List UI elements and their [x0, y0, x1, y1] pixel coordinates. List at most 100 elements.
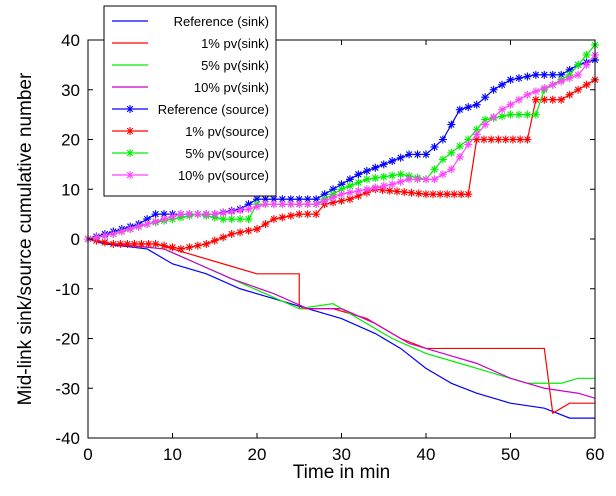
- series-marker: [210, 210, 219, 219]
- series-marker: [354, 191, 363, 200]
- series-marker: [430, 142, 439, 151]
- series-marker: [464, 190, 473, 199]
- series-marker: [244, 226, 253, 235]
- legend-item-6: 5% pv(source): [112, 146, 269, 161]
- legend-marker: [126, 149, 134, 157]
- series-marker: [219, 233, 228, 242]
- series-marker: [286, 195, 295, 204]
- series-marker: [202, 239, 211, 248]
- y-tick-label: -10: [55, 280, 80, 299]
- legend-item-5: 1% pv(source): [112, 124, 269, 139]
- y-tick-label: 0: [71, 230, 80, 249]
- series-marker: [501, 135, 510, 144]
- series-marker: [261, 200, 270, 209]
- series-marker: [227, 207, 236, 216]
- series-marker: [303, 195, 312, 204]
- series-marker: [354, 178, 363, 187]
- series-marker: [472, 130, 481, 139]
- series-marker: [540, 95, 549, 104]
- y-tick-label: 20: [61, 131, 80, 150]
- series-marker: [438, 170, 447, 179]
- x-tick-label: 50: [501, 445, 520, 464]
- series-marker: [320, 190, 329, 199]
- series-marker: [385, 186, 394, 195]
- series-line: [87, 238, 596, 399]
- x-axis-title: Time in min: [293, 462, 390, 483]
- series-marker: [557, 95, 566, 104]
- series-marker: [388, 157, 397, 166]
- y-tick-label: -20: [55, 330, 80, 349]
- series-marker: [582, 60, 591, 69]
- series-marker: [160, 210, 169, 219]
- series-marker: [176, 244, 185, 253]
- series-marker: [548, 70, 557, 79]
- series-marker: [130, 239, 139, 248]
- legend-item-0: Reference (sink): [112, 14, 269, 29]
- series-marker: [523, 135, 532, 144]
- series-marker: [405, 150, 414, 159]
- series-marker: [337, 180, 346, 189]
- series-marker: [176, 210, 185, 219]
- series-marker: [227, 215, 236, 224]
- series-marker: [548, 95, 557, 104]
- series-marker: [345, 175, 354, 184]
- series-marker: [269, 215, 278, 224]
- y-tick-label: 30: [61, 81, 80, 100]
- series-marker: [362, 175, 371, 184]
- series-marker: [329, 198, 338, 207]
- series-marker: [574, 60, 583, 69]
- series-marker: [506, 100, 515, 109]
- series-marker: [379, 160, 388, 169]
- series-marker: [472, 100, 481, 109]
- series-marker: [457, 190, 466, 199]
- series-marker: [345, 188, 354, 197]
- series-marker: [160, 241, 169, 250]
- series-marker: [447, 120, 456, 129]
- y-axis-title: Mid-link sink/source cumulative number: [15, 72, 36, 405]
- series-marker: [278, 200, 287, 209]
- x-tick-label: 60: [586, 445, 605, 464]
- series-marker: [151, 239, 160, 248]
- series-marker: [438, 155, 447, 164]
- series-marker: [506, 75, 515, 84]
- series-marker: [269, 195, 278, 204]
- legend-label: 10% pv(source): [178, 168, 269, 183]
- series-marker: [393, 187, 402, 196]
- series-marker: [362, 185, 371, 194]
- series-marker: [557, 77, 566, 86]
- series-marker: [219, 215, 228, 224]
- series-marker: [396, 177, 405, 186]
- series-marker: [134, 222, 143, 231]
- series-marker: [489, 113, 498, 122]
- series-marker: [450, 190, 459, 199]
- series-marker: [494, 135, 503, 144]
- series-marker: [455, 152, 464, 161]
- series-marker: [540, 70, 549, 79]
- series-marker: [109, 239, 118, 248]
- series-marker: [396, 170, 405, 179]
- series-marker: [413, 175, 422, 184]
- series-marker: [407, 188, 416, 197]
- series-marker: [557, 70, 566, 79]
- series-marker: [523, 90, 532, 99]
- series-marker: [244, 215, 253, 224]
- series-marker: [371, 174, 380, 183]
- series-marker: [443, 190, 452, 199]
- series-marker: [312, 210, 321, 219]
- series-marker: [261, 195, 270, 204]
- series-marker: [109, 230, 118, 239]
- series-marker: [160, 215, 169, 224]
- series-marker: [371, 163, 380, 172]
- series-layer: [84, 40, 599, 419]
- series-marker: [464, 140, 473, 149]
- series-marker: [508, 135, 517, 144]
- series-marker: [430, 165, 439, 174]
- series-line: [87, 238, 595, 419]
- series-marker: [295, 210, 304, 219]
- series-marker: [531, 87, 540, 96]
- y-tick-label: -40: [55, 429, 80, 448]
- legend-label: 1% pv(sink): [201, 36, 269, 51]
- series-marker: [447, 165, 456, 174]
- series-marker: [405, 175, 414, 184]
- series-marker: [278, 195, 287, 204]
